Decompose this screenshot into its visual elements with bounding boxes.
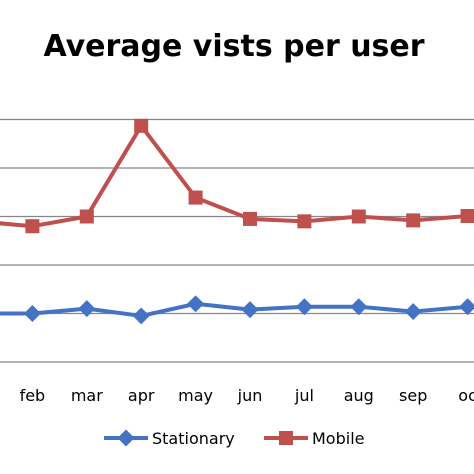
legend-stationary-marker [117, 429, 135, 447]
x-tick-label: oc [458, 386, 474, 405]
data-point-stationary [23, 305, 41, 322]
data-point-mobile [406, 213, 421, 228]
data-point-mobile [460, 209, 474, 224]
x-tick-label: apr [128, 386, 155, 405]
x-tick-label: may [178, 386, 213, 405]
data-point-mobile [134, 118, 149, 133]
legend-stationary-label: Stationary [152, 429, 235, 448]
series-line-stationary [0, 301, 468, 318]
x-tick-label: jun [237, 386, 263, 405]
data-point-stationary [459, 298, 474, 316]
x-tick-label: jul [294, 386, 314, 405]
data-point-stationary [78, 300, 96, 318]
legend-mobile-label: Mobile [312, 429, 364, 448]
legend-entry-stationary: Stationary [104, 429, 235, 448]
data-point-stationary [187, 295, 205, 313]
gridlines [0, 118, 474, 363]
data-point-mobile [25, 219, 40, 234]
data-point-mobile [243, 211, 257, 226]
x-tick-label: feb [20, 386, 46, 405]
data-point-stationary [132, 307, 150, 325]
legend-entry-mobile: Mobile [264, 429, 364, 448]
x-tick-label: mar [71, 386, 103, 405]
x-tick-label: sep [399, 386, 427, 405]
chart-title: Average vists per user [43, 29, 424, 64]
data-point-mobile [351, 209, 366, 224]
data-point-stationary [350, 298, 368, 316]
legend: Stationary Mobile [104, 429, 364, 448]
legend-mobile-marker [279, 431, 293, 445]
data-point-stationary [404, 303, 422, 321]
data-point-stationary [295, 298, 313, 316]
series-line-mobile [0, 123, 468, 229]
data-point-mobile [79, 209, 94, 224]
data-point-mobile [188, 190, 203, 205]
x-tick-label: aug [344, 386, 374, 405]
data-point-stationary [241, 301, 259, 319]
series-lines [0, 123, 468, 318]
data-point-mobile [297, 214, 312, 229]
series-markers [23, 118, 474, 325]
x-axis-tick-labels: feb mar apr may jun jul aug sep oc [20, 386, 474, 405]
